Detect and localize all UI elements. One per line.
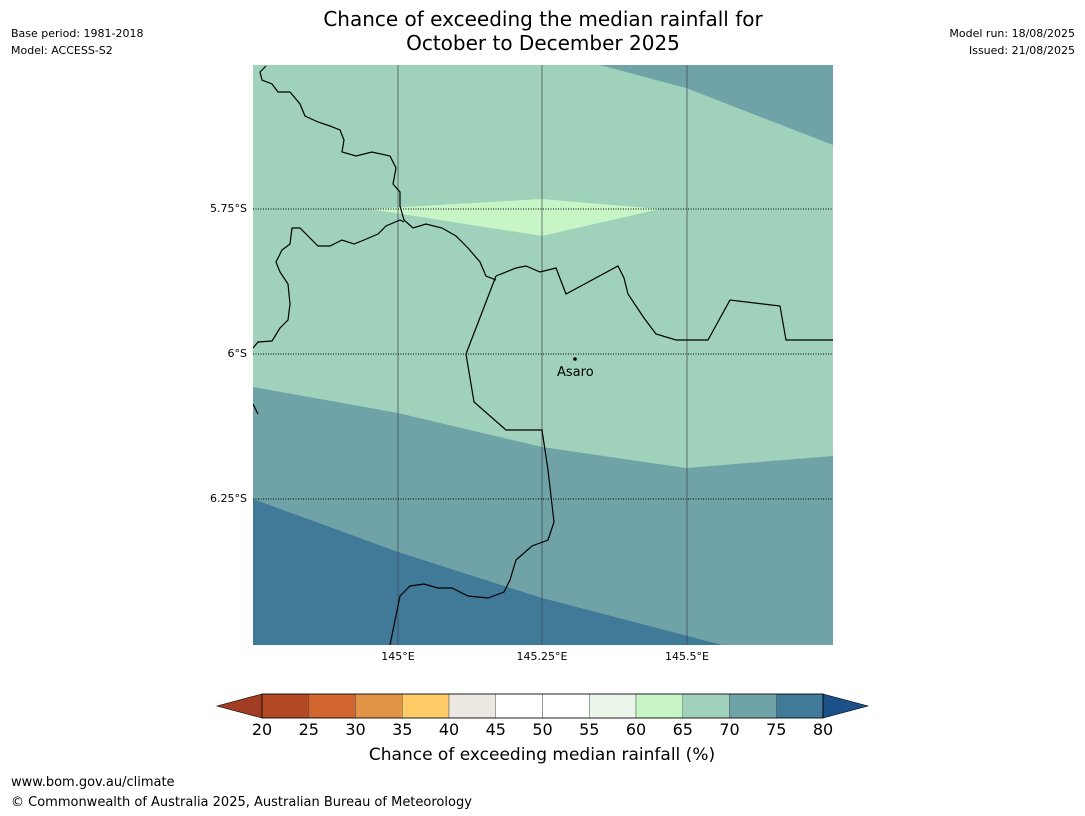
colorbar-segment-65-70 <box>682 693 730 719</box>
colorbar-tick-65: 65 <box>672 720 693 739</box>
run-info: Model run: 18/08/2025 Issued: 21/08/2025 <box>949 25 1075 59</box>
colorbar <box>215 693 870 719</box>
region-75-80 <box>253 499 722 645</box>
colorbar-tick-50: 50 <box>532 720 553 739</box>
model-info: Base period: 1981-2018 Model: ACCESS-S2 <box>11 25 143 59</box>
boundary-central <box>495 265 833 341</box>
colorbar-tick-75: 75 <box>766 720 787 739</box>
colorbar-tick-35: 35 <box>392 720 413 739</box>
region-60-65 <box>370 199 660 236</box>
colorbar-tick-25: 25 <box>298 720 319 739</box>
boundary-west <box>253 219 405 349</box>
website-link[interactable]: www.bom.gov.au/climate <box>11 775 175 790</box>
lat-label-5-75: 5.75°S <box>210 202 247 215</box>
colorbar-segment-55-60 <box>589 693 637 719</box>
colorbar-segment-30-35 <box>355 693 403 719</box>
colorbar-segment-40-45 <box>448 693 496 719</box>
lat-label-6-25: 6.25°S <box>210 492 247 505</box>
province-boundaries <box>253 65 833 645</box>
place-label-asaro: Asaro <box>557 365 594 380</box>
title-line-1: Chance of exceeding the median rainfall … <box>323 7 763 31</box>
colorbar-extend-high <box>822 693 870 719</box>
lon-label-145: 145°E <box>381 650 415 663</box>
colorbar-segment-75-80 <box>776 693 824 719</box>
colorbar-tick-45: 45 <box>485 720 506 739</box>
map-area <box>253 65 833 645</box>
region-70-75 <box>600 65 833 145</box>
colorbar-tick-80: 80 <box>812 720 834 739</box>
lat-label-6: 6°S <box>227 347 247 360</box>
colorbar-tick-70: 70 <box>719 720 740 739</box>
boundary-edge <box>253 403 259 415</box>
lon-label-145-5: 145.5°E <box>665 650 709 663</box>
title-line-2: October to December 2025 <box>406 31 680 55</box>
colorbar-segment-20-25 <box>261 693 309 719</box>
colorbar-segment-35-40 <box>402 693 450 719</box>
issued-text: Issued: 21/08/2025 <box>968 44 1075 57</box>
colorbar-tick-30: 30 <box>345 720 366 739</box>
colorbar-segment-70-75 <box>729 693 777 719</box>
lon-label-145-25: 145.25°E <box>516 650 568 663</box>
colorbar-tick-55: 55 <box>579 720 600 739</box>
base-period-text: Base period: 1981-2018 <box>11 27 144 40</box>
colorbar-segment-45-50 <box>495 693 543 719</box>
colorbar-tick-60: 60 <box>625 720 647 739</box>
colorbar-tick-20: 20 <box>251 720 273 739</box>
colorbar-outline <box>261 693 824 719</box>
model-text: Model: ACCESS-S2 <box>11 44 113 57</box>
map-title: Chance of exceeding the median rainfall … <box>243 7 843 55</box>
colorbar-extend-low <box>215 693 263 719</box>
colorbar-segment-50-55 <box>542 693 590 719</box>
model-run-text: Model run: 18/08/2025 <box>949 27 1075 40</box>
colorbar-title: Chance of exceeding median rainfall (%) <box>368 745 716 765</box>
boundary-south <box>389 275 555 645</box>
copyright-text: © Commonwealth of Australia 2025, Austra… <box>11 795 472 810</box>
boundary-northwest <box>259 65 497 281</box>
colorbar-tick-40: 40 <box>438 720 460 739</box>
colorbar-segment-60-65 <box>635 693 683 719</box>
asaro-marker <box>573 357 577 361</box>
colorbar-segment-25-30 <box>308 693 356 719</box>
